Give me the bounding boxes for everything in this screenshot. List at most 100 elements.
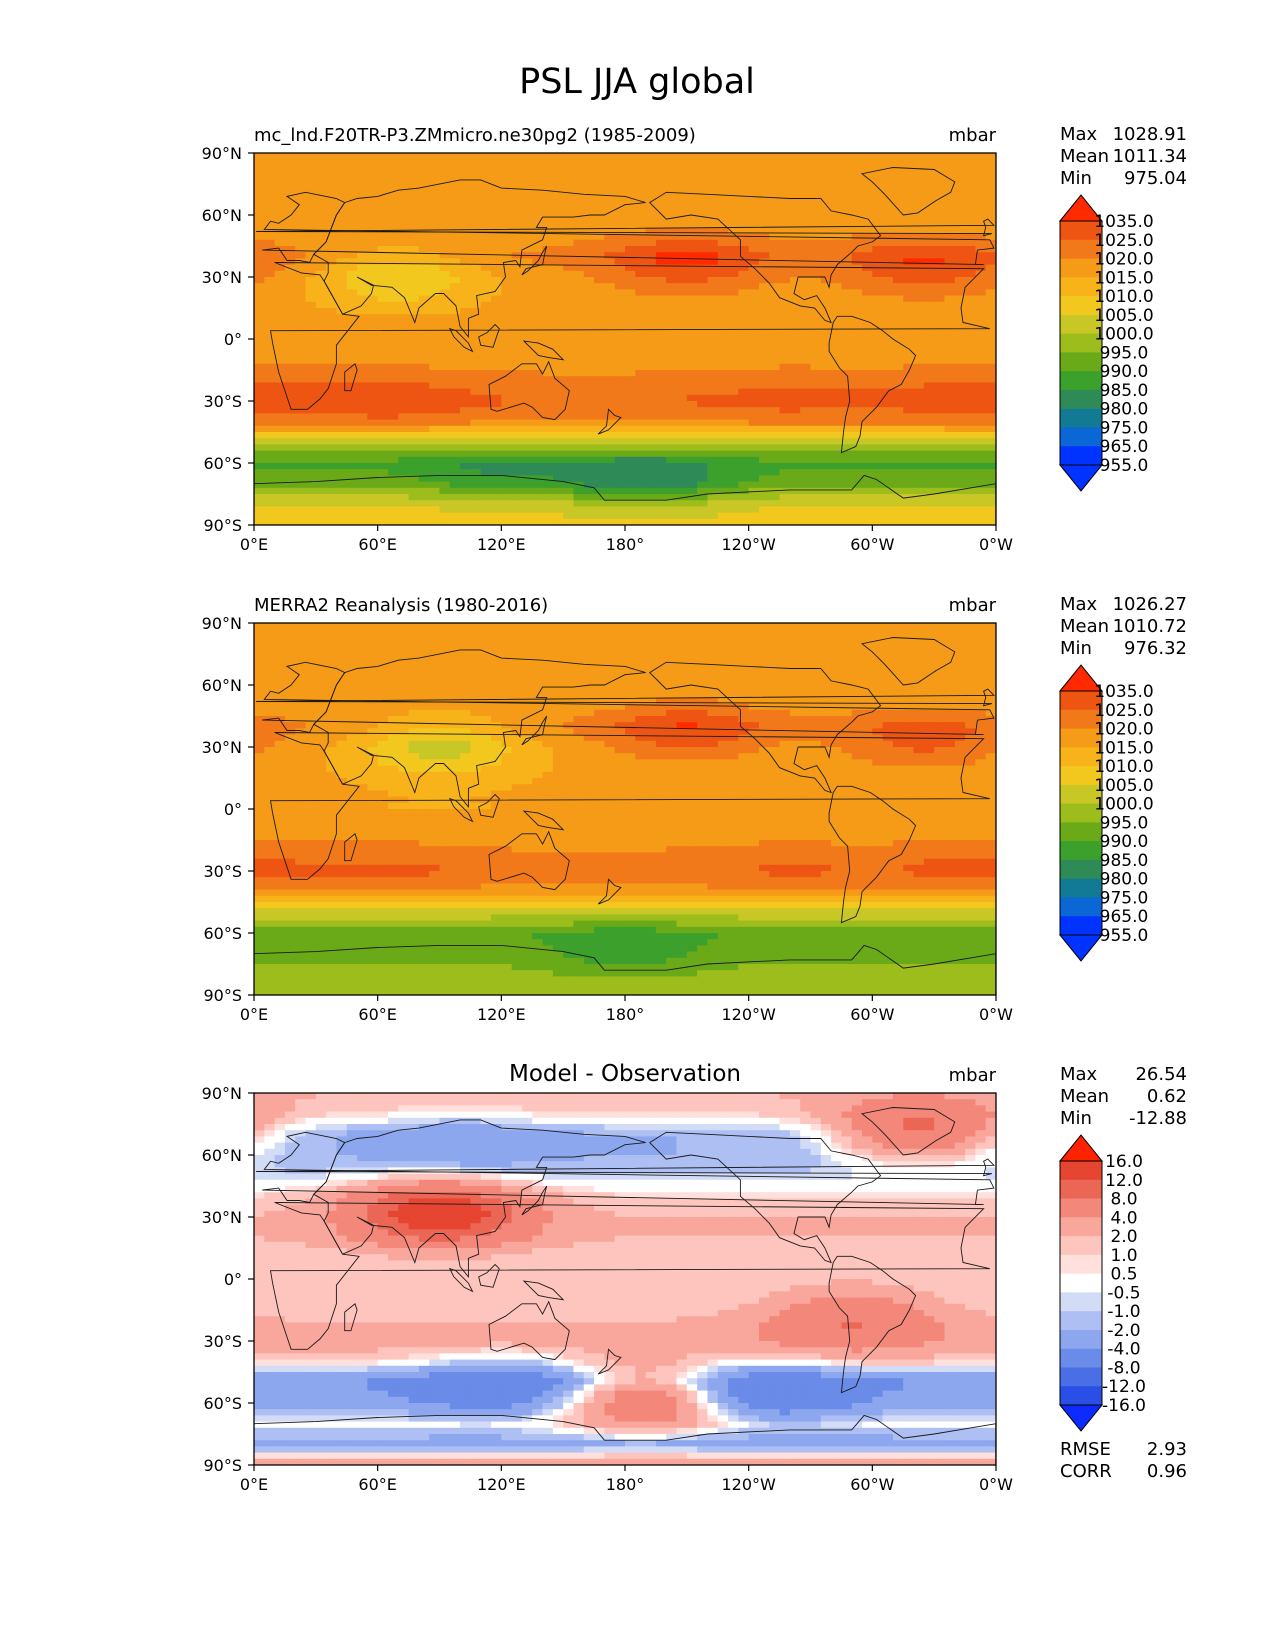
coastline-uk — [256, 688, 995, 707]
coastline-uk — [256, 218, 995, 237]
colorbar-segment — [1060, 859, 1102, 880]
colorbar-tick-label: 980.0 — [1100, 400, 1149, 420]
colorbar-tick-label: 1005.0 — [1094, 306, 1153, 326]
colorbar-segment — [1060, 916, 1102, 936]
lat-tick-label: 60°S — [203, 1394, 242, 1413]
coastline-madagascar — [344, 363, 358, 392]
coastline-africa — [269, 732, 990, 880]
colorbar-tick-label: 1015.0 — [1094, 738, 1153, 758]
colorbar-segment — [1060, 333, 1102, 353]
colorbar-segment — [1060, 1198, 1102, 1218]
lon-tick-label: 120°E — [477, 1005, 526, 1024]
colorbar-frame — [1059, 1160, 1103, 1406]
colorbar-tick-label: 1020.0 — [1094, 250, 1153, 270]
colorbar-tick-label: -4.0 — [1107, 1340, 1140, 1360]
coastline-namerica — [648, 661, 882, 794]
colorbar-segment — [1060, 1179, 1102, 1200]
colorbar-segment — [1060, 427, 1102, 447]
panel-3: Model - Observation mbar 0°E 60°E 120°E 180° 1… — [202, 1061, 1187, 1494]
coastline-africa — [269, 1202, 990, 1350]
coastline-madagascar — [344, 1303, 358, 1332]
lon-tick-label: 60°E — [358, 1475, 396, 1494]
coastline-australia — [488, 360, 570, 421]
colorbar-tick-label: 12.0 — [1105, 1171, 1143, 1191]
colorbar-segment — [1060, 841, 1102, 861]
colorbar-segment — [1060, 766, 1102, 786]
lon-tick-label: 120°W — [721, 1005, 776, 1024]
coastlines — [254, 637, 996, 995]
colorbar-tick-label: -8.0 — [1107, 1358, 1140, 1378]
panel-title: mc_lnd.F20TR-P3.ZMmicro.ne30pg2 (1985-20… — [254, 125, 696, 146]
colorbar-tick-label: -0.5 — [1107, 1283, 1140, 1303]
colorbar-tick-label: 975.0 — [1100, 418, 1149, 438]
colorbar-tick-label: 1015.0 — [1094, 268, 1153, 288]
colorbar-tick-label: 1035.0 — [1094, 212, 1153, 232]
lon-tick-label: 0°W — [979, 1475, 1013, 1494]
colorbar-frame — [1059, 220, 1103, 466]
coastline-antarctica — [254, 944, 996, 995]
stat-label: Max — [1060, 594, 1098, 615]
colorbar-tick-label: 965.0 — [1100, 907, 1149, 927]
lat-tick-label: 60°N — [202, 676, 242, 695]
colorbar-tick-label: 995.0 — [1100, 813, 1149, 833]
colorbar-tick-label: 1010.0 — [1094, 757, 1153, 777]
coastline-antarctica — [254, 1414, 996, 1465]
colorbar-tick-label: 1025.0 — [1094, 231, 1153, 251]
coastline-samerica — [828, 785, 917, 924]
colorbar-segment — [1060, 352, 1102, 372]
colorbar-tick-label: 4.0 — [1110, 1208, 1137, 1228]
colorbar-segment — [1060, 258, 1102, 278]
colorbar-segment — [1060, 803, 1102, 823]
colorbar-tick-label: 16.0 — [1105, 1152, 1143, 1172]
lon-tick-label: 60°W — [850, 1475, 894, 1494]
coastline-nz — [597, 878, 622, 905]
metric-value: 0.96 — [1147, 1461, 1187, 1482]
coastline-antarctica — [254, 474, 996, 525]
coastline-samerica — [828, 1255, 917, 1394]
colorbar-segment — [1060, 1161, 1102, 1181]
colorbar-segment — [1060, 389, 1102, 410]
coastline-nz — [597, 1348, 622, 1375]
lon-tick-label: 60°E — [358, 535, 396, 554]
stat-label: Min — [1060, 1108, 1092, 1129]
lon-tick-label: 180° — [606, 1475, 645, 1494]
lon-tick-label: 120°W — [721, 535, 776, 554]
coastline-borneo — [478, 1263, 500, 1288]
stat-value: 975.04 — [1124, 168, 1187, 189]
coastline-greenland — [860, 1107, 956, 1156]
colorbar-segment — [1060, 728, 1102, 748]
stat-label: Mean — [1060, 1086, 1109, 1107]
lon-tick-label: 0°W — [979, 535, 1013, 554]
coastline-newguinea — [522, 1280, 565, 1301]
colorbar: 1035.01025.01020.01015.01010.01005.01000… — [1058, 194, 1154, 492]
colorbar-tick-label: -1.0 — [1107, 1302, 1140, 1322]
colorbar-tick-label: 980.0 — [1100, 870, 1149, 890]
stat-label: Max — [1060, 1064, 1098, 1085]
panel-units: mbar — [949, 1065, 997, 1086]
colorbar-tick-label: 1.0 — [1110, 1246, 1137, 1266]
colorbar-segment — [1060, 1273, 1102, 1293]
colorbar-tick-label: 1005.0 — [1094, 776, 1153, 796]
colorbar-segment — [1060, 709, 1102, 730]
lat-tick-label: 60°N — [202, 1146, 242, 1165]
colorbar-segment — [1060, 1217, 1102, 1237]
field-cells — [254, 1093, 996, 1465]
lon-tick-label: 120°E — [477, 1475, 526, 1494]
lat-tick-label: 0° — [224, 1270, 242, 1289]
colorbar-segment — [1060, 314, 1102, 335]
panel-title: MERRA2 Reanalysis (1980-2016) — [254, 595, 548, 616]
panel-units: mbar — [949, 595, 997, 616]
coastline-australia — [488, 830, 570, 891]
lat-tick-label: 90°S — [203, 516, 242, 535]
colorbar: 1035.01025.01020.01015.01010.01005.01000… — [1058, 664, 1154, 962]
colorbar-segment — [1060, 784, 1102, 805]
coastline-europe — [262, 191, 995, 266]
coastlines — [254, 1107, 996, 1465]
coastline-madagascar — [344, 833, 358, 862]
colorbar-segment — [1060, 408, 1102, 428]
coastline-samerica — [828, 315, 917, 454]
colorbar-tick-label: 1025.0 — [1094, 701, 1153, 721]
coastline-asia — [313, 649, 646, 809]
coastline-europe — [262, 661, 995, 736]
lat-tick-label: 0° — [224, 330, 242, 349]
